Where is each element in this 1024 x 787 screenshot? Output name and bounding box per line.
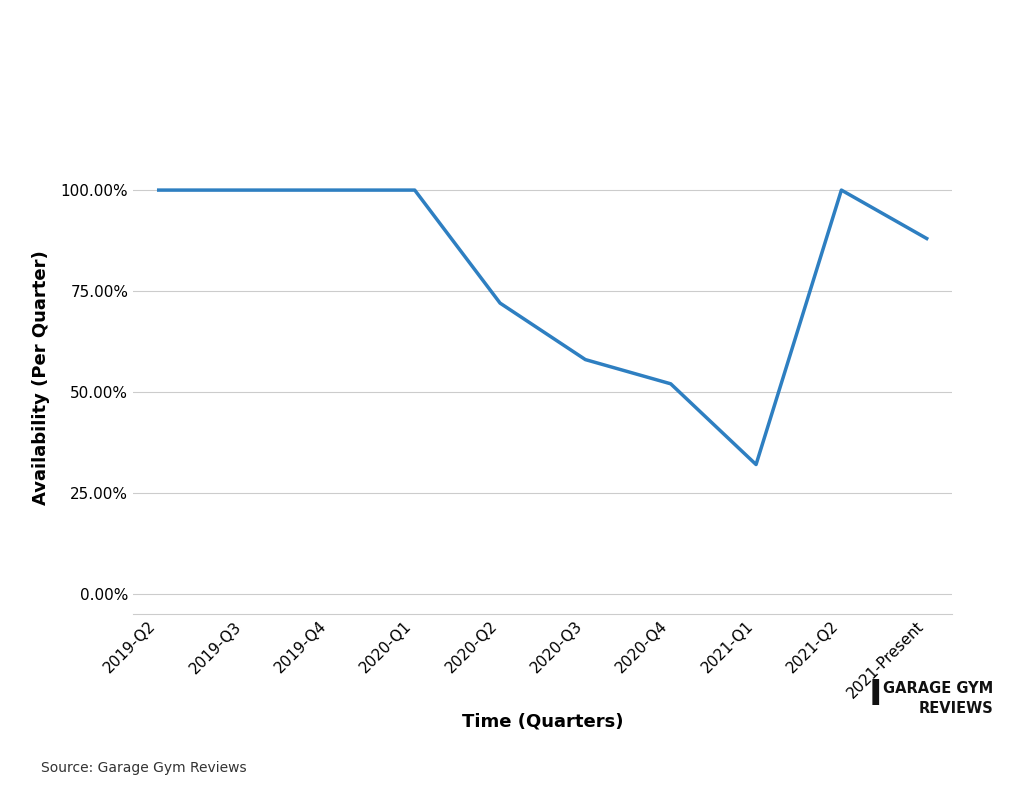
- Text: REVIEWS: REVIEWS: [919, 701, 993, 716]
- Text: I: I: [868, 678, 883, 712]
- X-axis label: Time (Quarters): Time (Quarters): [462, 712, 624, 730]
- Text: Source: Garage Gym Reviews: Source: Garage Gym Reviews: [41, 761, 247, 775]
- Y-axis label: Availability (Per Quarter): Availability (Per Quarter): [32, 250, 49, 505]
- Text: GARAGE GYM: GARAGE GYM: [883, 682, 993, 696]
- Text: Power Rack Availability: Power Rack Availability: [310, 31, 714, 60]
